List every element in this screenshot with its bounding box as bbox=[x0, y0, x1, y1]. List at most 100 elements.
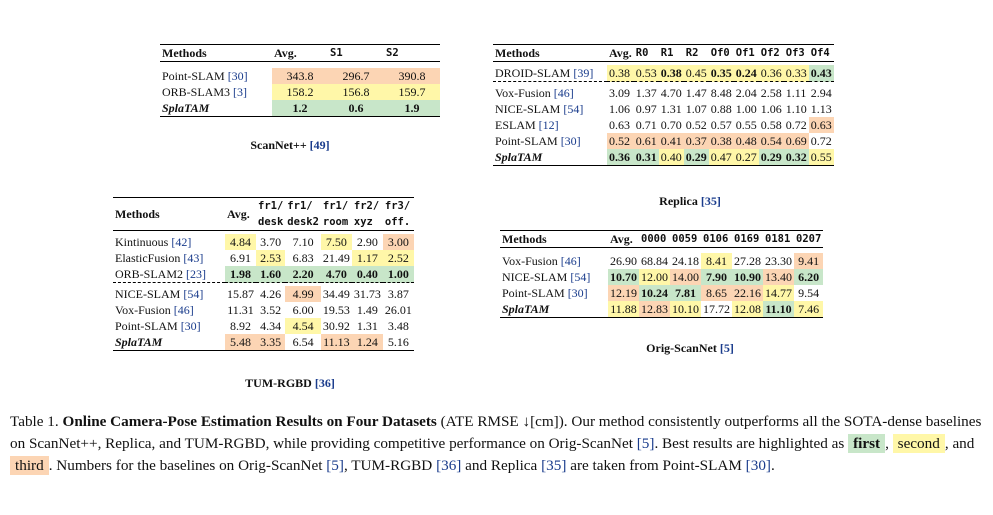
method-name: Vox-Fusion bbox=[502, 254, 558, 268]
cell: 0.33 bbox=[783, 65, 809, 82]
cell: 23.30 bbox=[765, 254, 792, 268]
cell: 0.58 bbox=[760, 118, 782, 132]
cell: 0.38 bbox=[607, 65, 634, 82]
table-caption: Table 1. Online Camera-Pose Estimation R… bbox=[10, 413, 982, 475]
cell: 0.55 bbox=[808, 149, 834, 166]
citation[interactable]: [30] bbox=[567, 286, 588, 300]
cell: 7.46 bbox=[794, 301, 824, 318]
cell: 0.35 bbox=[708, 65, 734, 82]
citation[interactable]: [23] bbox=[186, 267, 207, 281]
cell: 10.24 bbox=[639, 285, 670, 301]
citation[interactable]: [35] bbox=[700, 194, 721, 208]
scannetpp-table: Methods Avg. S1 S2 Point-SLAM [30] 343.8… bbox=[160, 44, 440, 117]
cell: 0.70 bbox=[660, 118, 682, 132]
cell: 1.49 bbox=[356, 303, 378, 317]
cell: 3.48 bbox=[387, 319, 409, 333]
scannetpp-caption: ScanNet++ [49] bbox=[250, 138, 330, 152]
citation[interactable]: [39] bbox=[573, 66, 594, 80]
citation[interactable]: [54] bbox=[570, 270, 591, 284]
cell: 12.83 bbox=[639, 301, 670, 318]
col-header: 0000 bbox=[641, 233, 667, 245]
cell: 30.92 bbox=[322, 319, 350, 333]
method-name: NICE-SLAM bbox=[495, 102, 561, 116]
cell: 1.13 bbox=[810, 102, 832, 116]
citation[interactable]: [54] bbox=[183, 287, 204, 301]
seq-header-bottom: desk2 bbox=[287, 216, 319, 228]
cell: 26.90 bbox=[610, 254, 637, 268]
citation[interactable]: [54] bbox=[563, 102, 584, 116]
cell: 31.73 bbox=[353, 287, 381, 301]
tum-caption: TUM-RGBD [36] bbox=[245, 376, 335, 390]
citation[interactable]: [42] bbox=[171, 235, 192, 249]
cell: 22.16 bbox=[732, 285, 763, 301]
col-header: 0181 bbox=[765, 233, 791, 245]
table-row: SplaTAM 11.88 12.83 10.10 17.72 12.08 11… bbox=[500, 301, 824, 318]
cell: 2.58 bbox=[760, 86, 782, 100]
cell: 4.99 bbox=[285, 286, 321, 302]
citation[interactable]: [30] bbox=[227, 68, 248, 83]
seq-header-top: fr1/ bbox=[287, 200, 313, 212]
citation[interactable]: [36] bbox=[314, 376, 335, 390]
citation[interactable]: [46] bbox=[173, 303, 194, 317]
citation[interactable]: [12] bbox=[538, 118, 559, 132]
method-name: Point-SLAM bbox=[502, 286, 565, 300]
cell: 5.48 bbox=[225, 334, 256, 351]
cell: 1.24 bbox=[351, 334, 383, 351]
cell: 0.61 bbox=[633, 133, 659, 149]
cell: 0.63 bbox=[609, 118, 630, 132]
cell: 8.48 bbox=[710, 86, 732, 100]
citation[interactable]: [35] bbox=[541, 457, 567, 474]
method-name: NICE-SLAM bbox=[502, 270, 568, 284]
method-name: SplaTAM bbox=[495, 150, 543, 164]
table-row: SplaTAM 1.2 0.6 1.9 bbox=[160, 99, 440, 116]
col-header: S2 bbox=[386, 47, 399, 59]
cell: 2.53 bbox=[256, 250, 286, 266]
citation[interactable]: [30] bbox=[560, 134, 581, 148]
citation[interactable]: [5] bbox=[326, 457, 344, 474]
table-row: SplaTAM 0.36 0.31 0.40 0.29 0.47 0.27 0.… bbox=[493, 149, 834, 166]
citation[interactable]: [30] bbox=[180, 319, 201, 333]
cell: 0.45 bbox=[683, 65, 709, 82]
cell: 1.10 bbox=[785, 102, 807, 116]
method-name: SplaTAM bbox=[502, 302, 550, 316]
citation[interactable]: [43] bbox=[183, 251, 204, 265]
citation[interactable]: [3] bbox=[233, 84, 248, 99]
col-header: Of1 bbox=[735, 47, 755, 59]
cell: 0.52 bbox=[685, 118, 707, 132]
method-name: ORB-SLAM2 bbox=[115, 267, 184, 281]
table-row: NICE-SLAM [54] 10.70 12.00 14.00 7.90 10… bbox=[500, 269, 824, 285]
table-row: Vox-Fusion [46] 3.09 1.37 4.70 1.47 8.48… bbox=[493, 85, 834, 101]
citation[interactable]: [5] bbox=[719, 341, 734, 355]
citation[interactable]: [5] bbox=[636, 435, 655, 452]
cell: 9.54 bbox=[798, 286, 820, 300]
cell: 390.8 bbox=[384, 67, 440, 84]
cell: 0.53 bbox=[633, 65, 659, 82]
cell: 2.20 bbox=[285, 266, 321, 283]
cell: 0.52 bbox=[607, 133, 634, 149]
cell: 4.84 bbox=[225, 234, 256, 250]
cell: 17.72 bbox=[703, 302, 730, 316]
method-name: ORB-SLAM3 bbox=[162, 84, 231, 99]
cell: 0.29 bbox=[758, 149, 784, 166]
table-row: Vox-Fusion [46] 26.90 68.84 24.18 8.41 2… bbox=[500, 253, 824, 269]
citation[interactable]: [36] bbox=[436, 457, 462, 474]
col-header: Avg. bbox=[609, 46, 632, 60]
cell: 13.40 bbox=[763, 269, 794, 285]
table-row: Point-SLAM [30] 343.8 296.7 390.8 bbox=[160, 67, 440, 84]
citation[interactable]: [49] bbox=[309, 138, 330, 152]
citation[interactable]: [46] bbox=[560, 254, 581, 268]
cell: 4.54 bbox=[285, 318, 321, 334]
cell: 159.7 bbox=[384, 83, 440, 100]
cell: 12.00 bbox=[639, 269, 670, 285]
citation[interactable]: [30] bbox=[745, 457, 771, 474]
cell: 0.47 bbox=[708, 149, 734, 166]
cell: 11.10 bbox=[763, 301, 794, 318]
method-name: Vox-Fusion bbox=[115, 303, 171, 317]
cell: 1.31 bbox=[356, 319, 378, 333]
cell: 0.88 bbox=[710, 102, 732, 116]
cell: 19.53 bbox=[322, 303, 350, 317]
citation[interactable]: [46] bbox=[553, 86, 574, 100]
method-name: Vox-Fusion bbox=[495, 86, 551, 100]
col-header: Avg. bbox=[610, 232, 633, 246]
cell: 11.13 bbox=[320, 334, 352, 351]
